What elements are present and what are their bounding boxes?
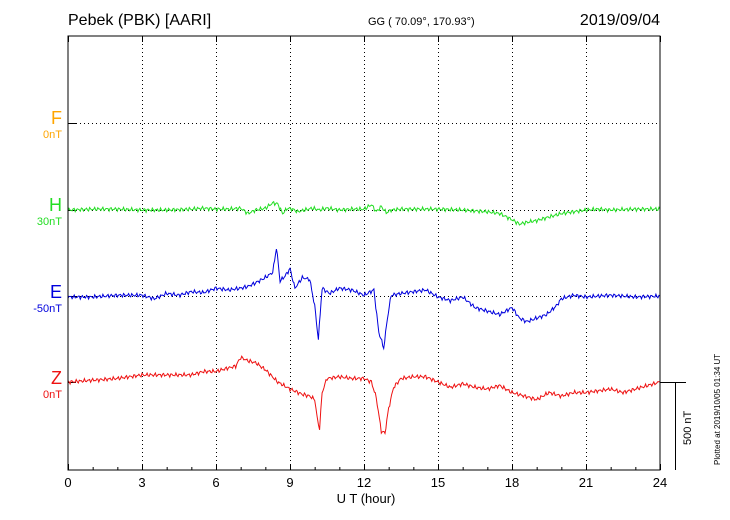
geo-coordinates: GG ( 70.09°, 170.93°) xyxy=(368,16,475,28)
channel-baselines xyxy=(68,123,76,383)
x-axis-label: U T (hour) xyxy=(337,491,396,506)
x-tick-label: 15 xyxy=(431,475,445,490)
data-series xyxy=(67,200,661,436)
x-tick-label: 12 xyxy=(357,475,371,490)
x-tick-label: 24 xyxy=(653,475,667,490)
series-line-e xyxy=(67,249,661,351)
plot-date: 2019/09/04 xyxy=(579,12,660,29)
x-tick-label: 0 xyxy=(64,475,71,490)
x-tick-label: 21 xyxy=(579,475,593,490)
x-tick-label: 6 xyxy=(212,475,219,490)
x-axis-ticks: 0 3 6 9 12 15 18 21 24 xyxy=(64,36,667,490)
channel-label-e: E -50nT xyxy=(0,282,62,315)
scale-bar xyxy=(660,382,686,470)
channel-name: F xyxy=(51,108,62,128)
x-tick-label: 18 xyxy=(505,475,519,490)
channel-label-f: F 0nT xyxy=(0,108,62,141)
station-title: Pebek (PBK) [AARI] xyxy=(68,12,212,29)
channel-name: Z xyxy=(51,368,62,388)
channel-label-z: Z 0nT xyxy=(0,368,62,401)
channel-label-h: H 30nT xyxy=(0,195,62,228)
series-line-h xyxy=(67,200,661,226)
series-line-z xyxy=(67,355,661,436)
channel-name: E xyxy=(49,282,62,302)
channel-offset: 0nT xyxy=(43,129,62,141)
channel-name: H xyxy=(49,195,62,215)
channel-offset: 30nT xyxy=(36,216,62,228)
plotted-timestamp: Plotted at 2019/10/05 01:34 UT xyxy=(713,353,722,465)
channel-offset: -50nT xyxy=(33,303,62,315)
grid-lines xyxy=(68,36,660,470)
x-tick-label: 9 xyxy=(286,475,293,490)
scale-bar-label: 500 nT xyxy=(682,410,694,445)
x-tick-label: 3 xyxy=(138,475,145,490)
channel-offset: 0nT xyxy=(43,389,62,401)
